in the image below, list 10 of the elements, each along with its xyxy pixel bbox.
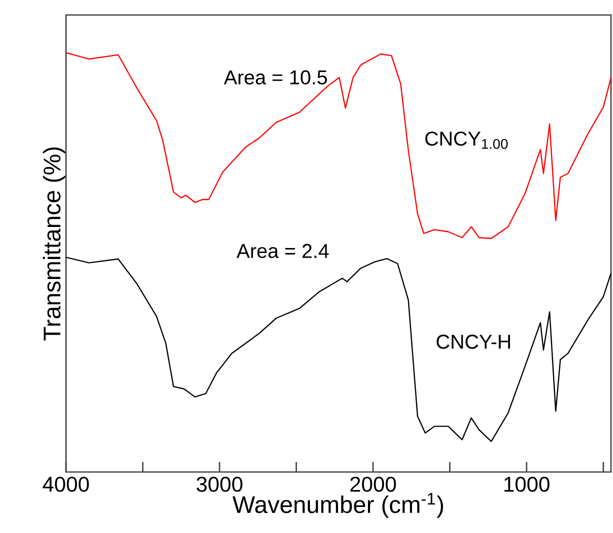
x-tick-label: 2000: [350, 476, 396, 492]
annotation: Area = 2.4: [236, 244, 329, 258]
y-axis-title: Transmittance (%): [42, 147, 66, 341]
annotation: Area = 10.5: [224, 70, 327, 84]
x-tick-label: 4000: [42, 476, 89, 492]
series-label: CNCY-H: [436, 334, 510, 349]
x-tick-label: 1000: [504, 476, 550, 492]
x-axis-title: Wavenumber (cm$^{-1}$): [232, 492, 444, 518]
x-tick-label: 3000: [196, 476, 242, 492]
series-label: CNCY$_{1.00}$: [425, 132, 508, 149]
